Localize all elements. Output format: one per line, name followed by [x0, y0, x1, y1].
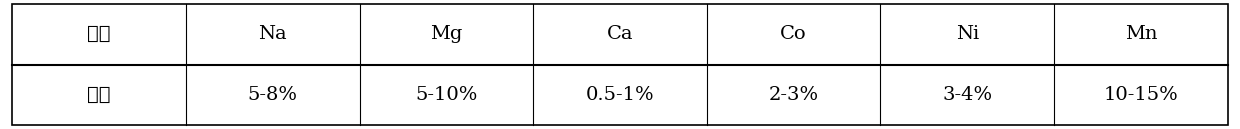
Text: 5-10%: 5-10%	[415, 86, 477, 104]
Text: 元素: 元素	[88, 25, 110, 43]
Text: Ca: Ca	[606, 25, 634, 43]
Text: 2-3%: 2-3%	[769, 86, 818, 104]
Text: 5-8%: 5-8%	[248, 86, 298, 104]
Text: Mg: Mg	[430, 25, 463, 43]
Text: 含量: 含量	[88, 86, 110, 104]
Text: Mn: Mn	[1125, 25, 1157, 43]
Text: 10-15%: 10-15%	[1104, 86, 1178, 104]
Text: Ni: Ni	[956, 25, 978, 43]
Text: 3-4%: 3-4%	[942, 86, 992, 104]
Text: Na: Na	[258, 25, 288, 43]
Text: Co: Co	[780, 25, 807, 43]
Text: 0.5-1%: 0.5-1%	[585, 86, 655, 104]
